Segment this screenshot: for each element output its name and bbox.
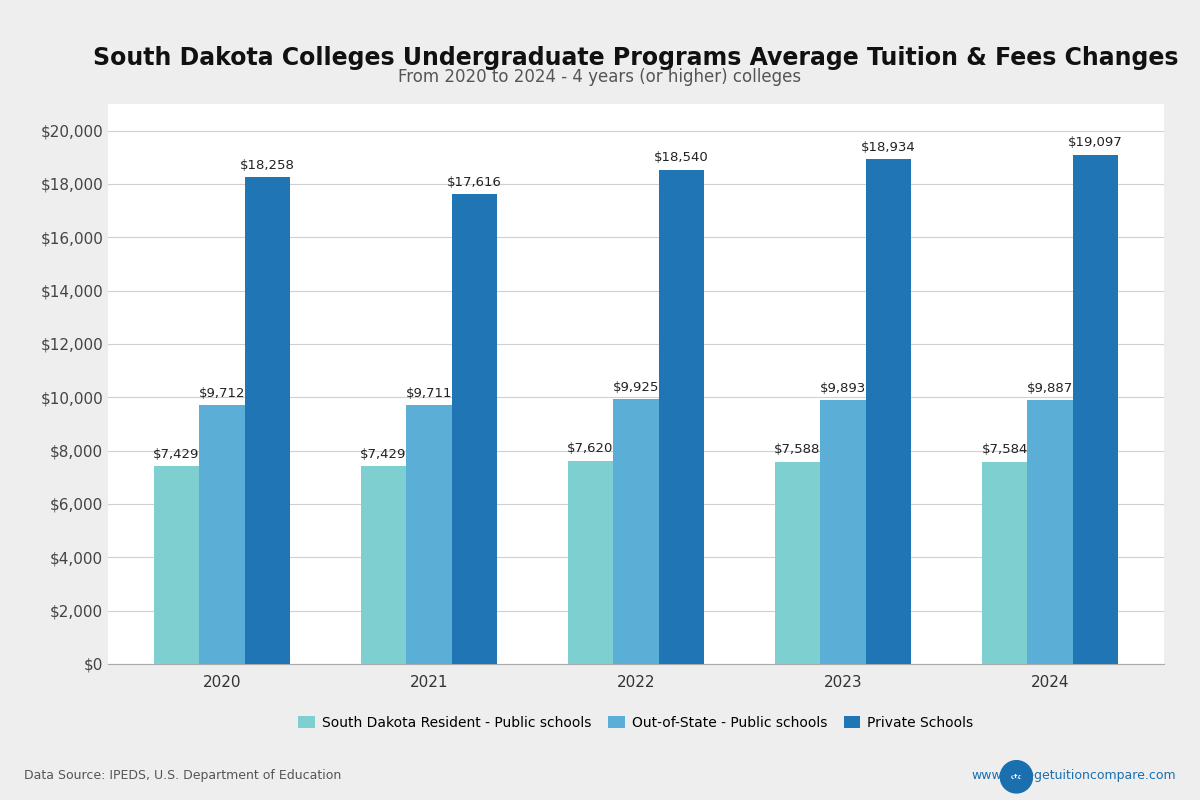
Text: $9,712: $9,712: [199, 386, 245, 400]
Text: $9,925: $9,925: [613, 381, 659, 394]
Bar: [1027, 400, 1073, 664]
Text: $18,934: $18,934: [862, 141, 916, 154]
Bar: [613, 399, 659, 664]
Bar: [866, 159, 911, 664]
Text: www.collegetuitioncompare.com: www.collegetuitioncompare.com: [971, 770, 1176, 782]
Text: $7,620: $7,620: [568, 442, 613, 455]
Circle shape: [1001, 761, 1032, 793]
Text: $9,893: $9,893: [820, 382, 866, 395]
Bar: [245, 177, 290, 664]
Text: $18,258: $18,258: [240, 158, 295, 172]
Text: $18,540: $18,540: [654, 151, 709, 164]
Text: $7,429: $7,429: [360, 447, 407, 461]
Bar: [659, 170, 704, 664]
Bar: [775, 462, 821, 664]
Bar: [199, 405, 245, 664]
Text: Data Source: IPEDS, U.S. Department of Education: Data Source: IPEDS, U.S. Department of E…: [24, 770, 341, 782]
Text: ctc: ctc: [1010, 774, 1022, 780]
Bar: [361, 466, 406, 664]
Bar: [821, 400, 866, 664]
Text: $19,097: $19,097: [1068, 137, 1123, 150]
Text: $7,429: $7,429: [154, 447, 199, 461]
Text: $7,588: $7,588: [774, 443, 821, 456]
Bar: [982, 462, 1027, 664]
Legend: South Dakota Resident - Public schools, Out-of-State - Public schools, Private S: South Dakota Resident - Public schools, …: [293, 710, 979, 735]
Text: $9,711: $9,711: [406, 386, 452, 400]
Bar: [406, 405, 451, 664]
Bar: [1073, 154, 1118, 664]
Text: From 2020 to 2024 - 4 years (or higher) colleges: From 2020 to 2024 - 4 years (or higher) …: [398, 68, 802, 86]
Bar: [451, 194, 497, 664]
Title: South Dakota Colleges Undergraduate Programs Average Tuition & Fees Changes: South Dakota Colleges Undergraduate Prog…: [94, 46, 1178, 70]
Bar: [154, 466, 199, 664]
Text: $9,887: $9,887: [1027, 382, 1073, 395]
Bar: [568, 461, 613, 664]
Text: $17,616: $17,616: [448, 176, 502, 189]
Text: $7,584: $7,584: [982, 443, 1027, 457]
